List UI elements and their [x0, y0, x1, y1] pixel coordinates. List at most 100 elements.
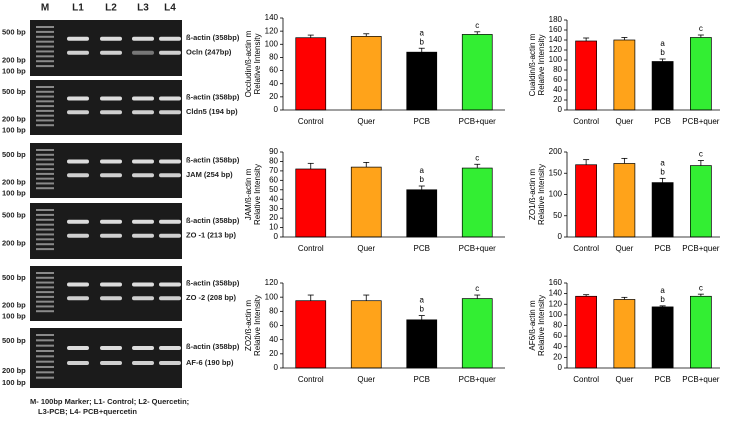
- band: [159, 36, 181, 41]
- y-axis-label: Relative Intensity: [253, 164, 262, 225]
- band-label: ZO -2 (208 bp): [186, 293, 237, 302]
- significance-label: b: [420, 37, 425, 46]
- y-tick-label: 0: [274, 363, 279, 372]
- bp-label: 500 bp: [2, 87, 26, 96]
- y-tick-label: 40: [269, 79, 278, 88]
- ladder-band: [36, 243, 54, 246]
- bar: [461, 34, 493, 111]
- ladder-band: [36, 286, 54, 289]
- y-axis-label: Relative Intensity: [537, 295, 546, 356]
- ladder-band: [36, 60, 54, 63]
- y-tick-label: 0: [558, 232, 563, 241]
- y-tick-label: 40: [269, 335, 278, 344]
- x-tick-label: Quer: [615, 375, 633, 384]
- bp-label: 200 bp: [2, 178, 26, 187]
- band-label: ß-actin (358bp): [186, 279, 240, 288]
- ladder-band: [36, 350, 54, 352]
- band: [132, 96, 154, 101]
- x-tick-label: PCB+quer: [459, 375, 496, 384]
- bar: [613, 39, 636, 111]
- ladder-band: [36, 182, 54, 185]
- y-tick-label: 160: [549, 278, 563, 287]
- band: [159, 296, 181, 301]
- ladder-band: [36, 168, 54, 171]
- y-tick-label: 160: [549, 25, 563, 34]
- band: [132, 219, 154, 224]
- bar: [406, 51, 438, 111]
- gel-image: [30, 80, 182, 135]
- y-axis-label: Relative Intensity: [537, 35, 546, 96]
- bar: [461, 167, 493, 238]
- ladder-band: [36, 300, 54, 303]
- ladder-band: [36, 149, 54, 151]
- lane-label: L2: [105, 3, 117, 14]
- y-tick-label: 40: [553, 342, 562, 351]
- ladder-band: [36, 114, 54, 117]
- bar: [350, 300, 382, 369]
- ladder-band: [36, 272, 54, 274]
- ladder-band: [36, 187, 54, 190]
- y-tick-label: 100: [549, 55, 563, 64]
- band-label: Ocln (247bp): [186, 47, 232, 56]
- ladder-band: [36, 281, 54, 284]
- band: [159, 346, 181, 350]
- band-label: ZO -1 (213 bp): [186, 230, 237, 239]
- gel-image: [30, 328, 182, 388]
- bar: [295, 168, 327, 238]
- bp-label: 100 bp: [2, 189, 26, 198]
- ladder-band: [36, 109, 54, 112]
- ladder-band: [36, 35, 54, 38]
- lane-label: L4: [164, 3, 176, 14]
- significance-label: a: [420, 28, 425, 37]
- band: [67, 96, 89, 101]
- y-axis-label: AF6/ß-actin m: [528, 300, 537, 351]
- ladder-band: [36, 163, 54, 166]
- band: [67, 36, 89, 41]
- significance-label: b: [660, 167, 665, 176]
- y-tick-label: 60: [553, 75, 562, 84]
- significance-label: b: [420, 175, 425, 184]
- band: [100, 346, 122, 350]
- band: [100, 36, 122, 41]
- gel-image: [30, 143, 182, 198]
- y-tick-label: 70: [269, 166, 278, 175]
- ladder-band: [36, 228, 54, 231]
- x-tick-label: Quer: [357, 117, 375, 126]
- ladder-band: [36, 371, 54, 374]
- bp-label: 500 bp: [2, 27, 26, 36]
- bar: [613, 163, 636, 238]
- bp-label: 100 bp: [2, 67, 26, 76]
- band: [132, 346, 154, 350]
- ladder-band: [36, 223, 54, 226]
- bar: [461, 298, 493, 369]
- band: [159, 96, 181, 101]
- significance-label: c: [475, 284, 479, 293]
- bp-label: 500 bp: [2, 150, 26, 159]
- band: [132, 36, 154, 41]
- bar: [295, 300, 327, 369]
- bar: [651, 61, 674, 111]
- ladder-band: [36, 100, 54, 103]
- x-tick-label: PCB: [414, 375, 430, 384]
- ladder-band: [36, 248, 54, 251]
- x-tick-label: PCB+quer: [682, 117, 719, 126]
- y-tick-label: 50: [553, 211, 562, 220]
- significance-label: b: [420, 305, 425, 314]
- bp-label: 200 bp: [2, 115, 26, 124]
- x-tick-label: PCB: [414, 117, 430, 126]
- y-tick-label: 80: [269, 306, 278, 315]
- y-tick-label: 140: [549, 289, 563, 298]
- band: [100, 233, 122, 238]
- y-tick-label: 140: [265, 13, 279, 22]
- band: [159, 361, 181, 365]
- x-tick-label: Control: [573, 117, 599, 126]
- significance-label: c: [475, 21, 479, 30]
- lane-label: L3: [137, 3, 149, 14]
- ladder-band: [36, 177, 54, 180]
- ladder-band: [36, 124, 54, 127]
- band: [159, 233, 181, 238]
- ladder-band: [36, 339, 54, 342]
- y-tick-label: 20: [269, 349, 278, 358]
- bar: [575, 40, 597, 111]
